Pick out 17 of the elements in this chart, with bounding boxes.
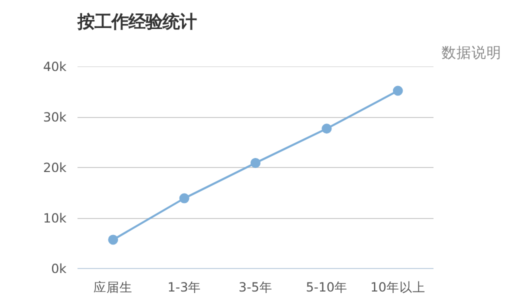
y-tick-label: 10k — [43, 210, 68, 226]
chart-title: 按工作经验统计 — [76, 12, 196, 32]
x-tick-label: 5-10年 — [306, 280, 348, 294]
x-tick-label: 应届生 — [94, 280, 133, 294]
x-tick-label: 1-3年 — [167, 280, 202, 294]
point — [250, 158, 260, 168]
y-tick-label: 20k — [43, 160, 68, 175]
point — [322, 124, 332, 134]
point — [179, 193, 190, 204]
y-tick-label: 30k — [43, 110, 68, 124]
text: 数据说明 — [442, 44, 502, 62]
x-tick-label: 10年以上 — [370, 280, 426, 294]
point — [392, 86, 403, 96]
y-tick-label: 0k — [51, 261, 68, 276]
y-tick-label: 40k — [43, 59, 68, 74]
point — [108, 234, 118, 245]
x-tick-label: 3-5年 — [238, 280, 272, 294]
